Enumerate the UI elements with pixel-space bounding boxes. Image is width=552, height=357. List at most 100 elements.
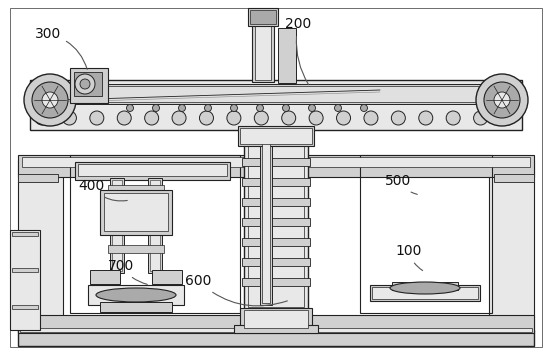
Bar <box>148 178 162 273</box>
Bar <box>244 130 308 310</box>
Bar <box>240 308 312 330</box>
Circle shape <box>257 105 263 111</box>
Bar <box>370 285 480 301</box>
Bar <box>18 330 534 346</box>
Bar <box>234 325 318 333</box>
Bar <box>255 12 271 80</box>
Bar <box>90 270 120 284</box>
Bar <box>12 232 38 236</box>
Circle shape <box>282 111 296 125</box>
Circle shape <box>419 111 433 125</box>
Bar <box>108 185 164 193</box>
Circle shape <box>42 92 58 108</box>
Circle shape <box>309 105 316 111</box>
Ellipse shape <box>96 288 176 302</box>
Text: 500: 500 <box>385 174 417 194</box>
Bar <box>70 68 108 103</box>
Text: 200: 200 <box>285 17 311 85</box>
Circle shape <box>335 105 342 111</box>
Circle shape <box>364 111 378 125</box>
Circle shape <box>204 105 211 111</box>
Bar <box>278 28 296 83</box>
Bar <box>152 270 182 284</box>
Circle shape <box>126 105 134 111</box>
Bar <box>88 285 184 305</box>
Bar <box>30 80 522 130</box>
Bar <box>242 218 310 226</box>
Bar <box>75 162 230 180</box>
Bar <box>110 178 124 273</box>
Bar <box>108 205 164 213</box>
Bar <box>242 278 310 286</box>
Text: 300: 300 <box>35 27 87 69</box>
Bar <box>18 174 58 182</box>
Circle shape <box>309 111 323 125</box>
Circle shape <box>283 105 289 111</box>
Circle shape <box>199 111 214 125</box>
Bar <box>244 310 308 328</box>
Bar <box>372 287 478 299</box>
Bar <box>18 315 534 333</box>
Text: 700: 700 <box>108 259 147 285</box>
Bar <box>260 135 272 305</box>
Circle shape <box>24 74 76 126</box>
Bar <box>392 282 458 290</box>
Bar <box>242 158 310 166</box>
Circle shape <box>145 111 158 125</box>
Circle shape <box>501 111 515 125</box>
Bar <box>242 238 310 246</box>
Bar <box>108 245 164 253</box>
Bar <box>10 230 40 330</box>
Circle shape <box>90 111 104 125</box>
Circle shape <box>32 82 68 118</box>
Circle shape <box>484 82 520 118</box>
Circle shape <box>62 111 76 125</box>
Bar <box>108 225 164 233</box>
Bar <box>240 128 312 144</box>
Circle shape <box>227 111 241 125</box>
Bar <box>18 155 534 177</box>
Bar <box>242 138 310 146</box>
Circle shape <box>75 74 95 94</box>
Circle shape <box>360 105 368 111</box>
Circle shape <box>337 111 351 125</box>
Circle shape <box>446 111 460 125</box>
Bar <box>360 155 492 313</box>
Circle shape <box>474 111 487 125</box>
Circle shape <box>152 105 160 111</box>
Bar <box>22 157 530 167</box>
Text: 600: 600 <box>185 274 288 306</box>
Text: 100: 100 <box>395 244 423 271</box>
Bar <box>100 302 172 312</box>
Circle shape <box>476 74 528 126</box>
Bar <box>37 86 515 102</box>
Circle shape <box>494 92 510 108</box>
Bar <box>489 160 534 330</box>
Circle shape <box>35 111 49 125</box>
Bar <box>112 180 122 271</box>
Bar <box>242 198 310 206</box>
Circle shape <box>80 79 90 89</box>
Circle shape <box>117 111 131 125</box>
Bar <box>248 133 304 307</box>
Bar <box>262 137 270 303</box>
Bar <box>242 178 310 186</box>
Bar <box>242 258 310 266</box>
Bar <box>74 72 102 96</box>
Circle shape <box>254 111 268 125</box>
Circle shape <box>172 111 186 125</box>
Ellipse shape <box>390 282 460 294</box>
Bar <box>238 126 314 146</box>
Bar <box>150 180 160 271</box>
Bar <box>248 8 278 26</box>
Circle shape <box>391 111 405 125</box>
Bar <box>35 84 517 104</box>
Bar <box>494 174 534 182</box>
Bar <box>100 190 172 235</box>
Circle shape <box>231 105 237 111</box>
Bar <box>12 305 38 309</box>
Bar <box>104 193 168 231</box>
Bar <box>18 160 63 330</box>
Text: 400: 400 <box>78 179 128 201</box>
Bar <box>70 155 240 313</box>
